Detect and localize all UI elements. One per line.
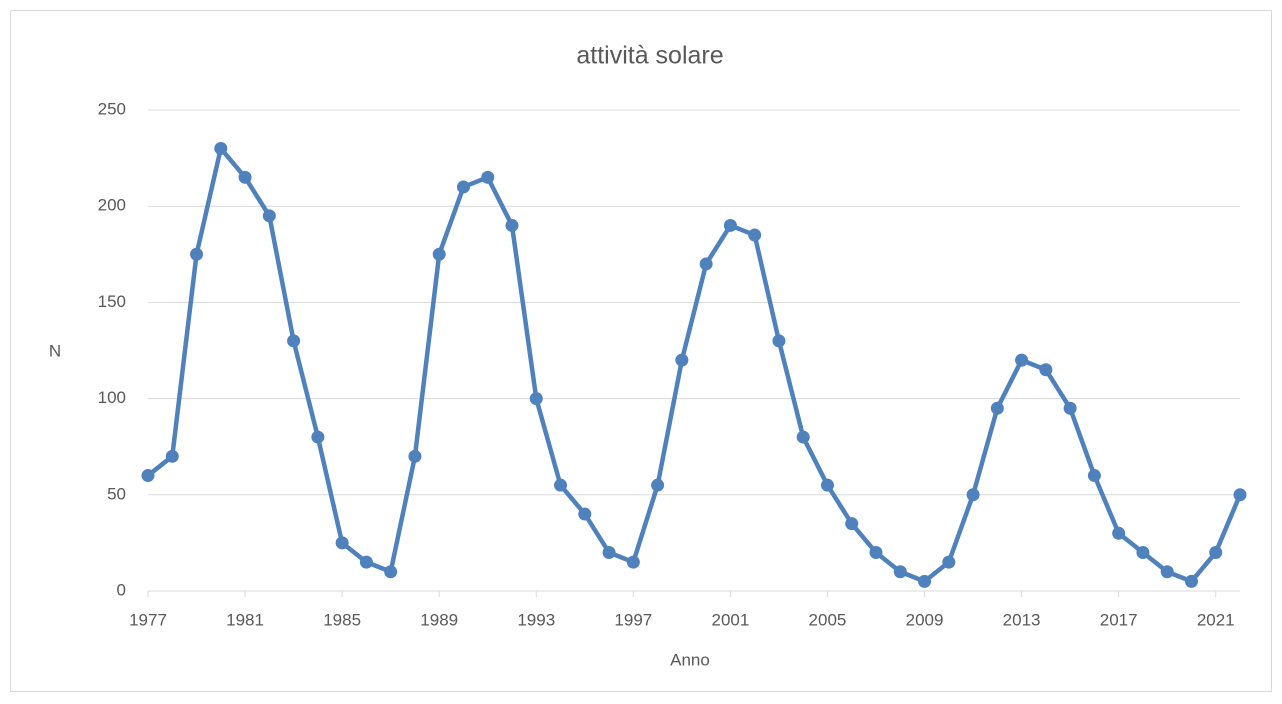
data-point (869, 546, 883, 560)
data-point (481, 170, 495, 184)
data-point (529, 392, 543, 406)
data-point (820, 478, 834, 492)
data-point (214, 141, 228, 155)
x-tick-label: 1989 (420, 610, 458, 629)
data-point (1015, 353, 1029, 367)
data-point (942, 555, 956, 569)
y-tick-label: 150 (98, 292, 126, 311)
data-point (675, 353, 689, 367)
data-point (723, 218, 737, 232)
data-point (287, 334, 301, 348)
y-tick-label: 0 (117, 580, 126, 599)
x-tick-label: 1985 (323, 610, 361, 629)
y-tick-label: 250 (98, 99, 126, 118)
data-point (1063, 401, 1077, 415)
data-point (190, 247, 204, 261)
data-point (1233, 488, 1247, 502)
data-point (554, 478, 568, 492)
data-point (602, 546, 616, 560)
data-point (699, 257, 713, 271)
data-point (845, 517, 859, 531)
x-tick-label: 1981 (226, 610, 264, 629)
data-point (359, 555, 373, 569)
data-point (1136, 546, 1150, 560)
data-point (626, 555, 640, 569)
data-point (1209, 546, 1223, 560)
data-point (1112, 526, 1126, 540)
x-tick-label: 1997 (614, 610, 652, 629)
y-axis-label: N (49, 341, 61, 360)
data-point (311, 430, 325, 444)
data-point (1160, 565, 1174, 579)
x-tick-label: 2009 (906, 610, 944, 629)
data-point (918, 574, 932, 588)
x-tick-label: 2021 (1197, 610, 1235, 629)
data-point (578, 507, 592, 521)
data-point (651, 478, 665, 492)
data-point (990, 401, 1004, 415)
x-tick-label: 2017 (1100, 610, 1138, 629)
data-point (1039, 363, 1053, 377)
data-point (335, 536, 349, 550)
data-point (772, 334, 786, 348)
data-point (796, 430, 810, 444)
y-tick-label: 200 (98, 196, 126, 215)
data-point (1184, 574, 1198, 588)
x-tick-label: 2013 (1003, 610, 1041, 629)
x-tick-label: 2005 (809, 610, 847, 629)
chart-border (10, 10, 1272, 692)
x-tick-label: 1977 (129, 610, 167, 629)
data-line (146, 146, 1243, 584)
data-point (141, 469, 155, 483)
data-point (893, 565, 907, 579)
x-axis-label: Anno (670, 650, 710, 669)
x-tick-label: 1993 (517, 610, 555, 629)
chart-title: attività solare (576, 42, 723, 70)
data-point (748, 228, 762, 242)
x-tick-label: 2001 (711, 610, 749, 629)
data-point (384, 565, 398, 579)
data-point (1087, 469, 1101, 483)
data-point (966, 488, 980, 502)
data-point (165, 449, 179, 463)
data-point (262, 209, 276, 223)
data-point (505, 218, 519, 232)
data-point (456, 180, 470, 194)
y-tick-label: 100 (98, 388, 126, 407)
data-point (432, 247, 446, 261)
data-point (238, 170, 252, 184)
y-tick-label: 50 (107, 484, 126, 503)
data-point (408, 449, 422, 463)
